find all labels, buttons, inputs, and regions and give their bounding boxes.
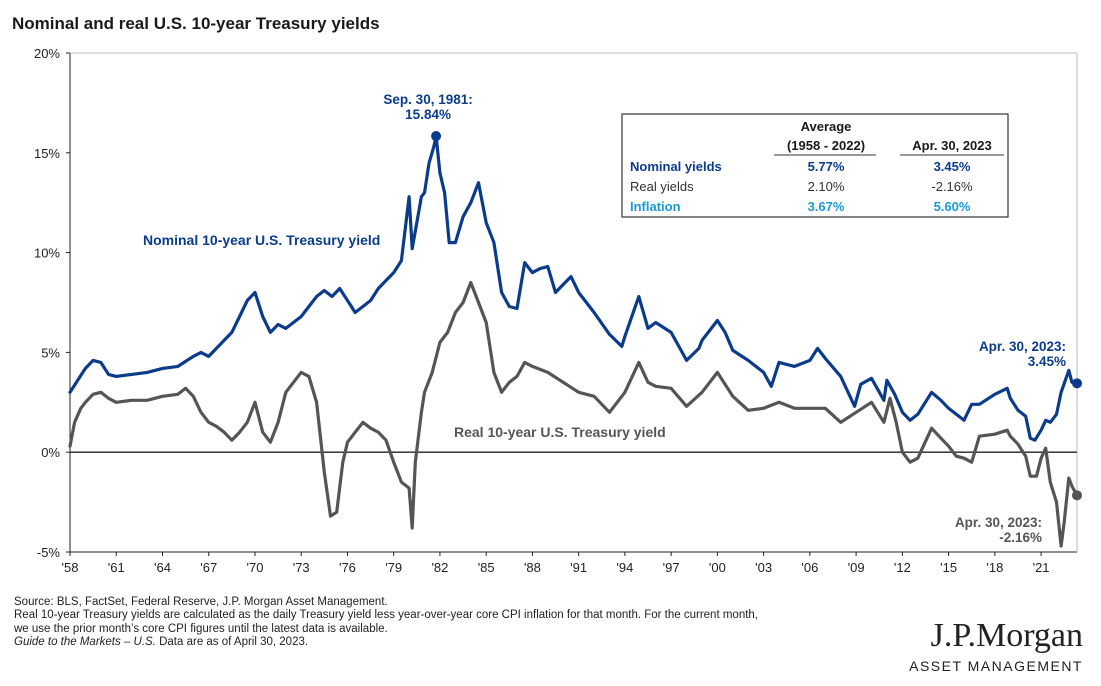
x-tick-label: '06: [801, 560, 818, 575]
x-tick-label: '21: [1033, 560, 1050, 575]
x-tick-label: '64: [154, 560, 171, 575]
guide-date: Data are as of April 30, 2023.: [155, 636, 309, 649]
table-row-real-current: -2.16%: [931, 179, 973, 194]
x-tick-label: '09: [848, 560, 865, 575]
table-header-current: Apr. 30, 2023: [912, 138, 992, 153]
jpmorgan-logo: J.P.Morgan ASSET MANAGEMENT: [909, 617, 1083, 675]
table-row-inflation-current: 5.60%: [934, 199, 971, 214]
chart-title: Nominal and real U.S. 10-year Treasury y…: [12, 14, 380, 33]
real-end-value-label: -2.16%: [999, 530, 1042, 545]
y-tick-label: 15%: [34, 146, 60, 161]
x-tick-label: '88: [524, 560, 541, 575]
y-tick-label: 20%: [34, 46, 60, 61]
x-tick-label: '15: [940, 560, 957, 575]
table-row-nominal-average: 5.77%: [808, 159, 845, 174]
series-layer: [68, 134, 1082, 548]
x-tick-label: '91: [570, 560, 587, 575]
footnotes: Source: BLS, FactSet, Federal Reserve, J…: [14, 596, 914, 650]
x-tick-label: '18: [986, 560, 1003, 575]
real-series-label: Real 10-year U.S. Treasury yield: [454, 424, 666, 440]
x-tick-label: '61: [108, 560, 125, 575]
x-tick-label: '79: [385, 560, 402, 575]
logo-wordmark: J.P.Morgan: [930, 617, 1083, 654]
real-yield-end-point: [1072, 490, 1082, 501]
logo-subtitle: ASSET MANAGEMENT: [909, 658, 1083, 674]
nominal-end-date-label: Apr. 30, 2023:: [979, 339, 1066, 354]
table-row-inflation-average: 3.67%: [808, 199, 845, 214]
peak-date-label: Sep. 30, 1981:: [383, 92, 472, 107]
y-tick-label: 5%: [41, 345, 60, 360]
table-row-nominal-label: Nominal yields: [630, 159, 722, 174]
annotations: Sep. 30, 1981:15.84% Nominal 10-year U.S.…: [143, 92, 1066, 545]
nominal-yield-line: [68, 134, 1079, 442]
nominal-series-label: Nominal 10-year U.S. Treasury yield: [143, 232, 380, 248]
footnote-source: Source: BLS, FactSet, Federal Reserve, J…: [14, 596, 388, 608]
x-tick-label: '73: [293, 560, 310, 575]
peak-value-label: 15.84%: [405, 107, 451, 122]
summary-table: Average (1958 - 2022) Apr. 30, 2023 Nominal…: [621, 113, 1009, 218]
peak-point: [431, 131, 442, 142]
summary-table-box: [621, 113, 1009, 218]
yield-chart: -5% 0% 5% 10% 15% 20% '58 '61 '64 '67 '70 '73 '76 '79…: [34, 46, 1082, 575]
nominal-end-value-label: 3.45%: [1028, 354, 1066, 369]
x-tick-label: '76: [339, 560, 356, 575]
real-yield-line: [68, 280, 1079, 548]
footnote-method-cont: we use the prior month’s core CPI figure…: [14, 622, 388, 635]
x-tick-label: '03: [755, 560, 772, 575]
table-row-nominal-current: 3.45%: [934, 159, 971, 174]
x-tick-label: '97: [663, 560, 680, 575]
table-row-real-average: 2.10%: [808, 179, 845, 194]
real-end-date-label: Apr. 30, 2023:: [955, 515, 1042, 530]
y-tick-label: 0%: [41, 445, 60, 460]
footnote-method: Real 10-year Treasury yields are calcula…: [14, 609, 758, 622]
x-tick-label: '00: [709, 560, 726, 575]
x-tick-label: '94: [616, 560, 633, 575]
x-tick-label: '85: [478, 560, 495, 575]
table-header-average: Average: [801, 119, 852, 134]
table-row-inflation-label: Inflation: [630, 199, 681, 214]
x-tick-label: '70: [246, 560, 263, 575]
axes: -5% 0% 5% 10% 15% 20% '58 '61 '64 '67 '70 '73 '76 '79…: [34, 46, 1078, 575]
x-tick-label: '82: [431, 560, 448, 575]
nominal-yield-end-point: [1072, 378, 1082, 389]
y-tick-label: -5%: [37, 545, 61, 560]
x-tick-label: '12: [894, 560, 911, 575]
footnote-guide: Guide to the Markets – U.S. Data are as …: [14, 636, 914, 649]
x-tick-label: '67: [200, 560, 217, 575]
table-row-real-label: Real yields: [630, 179, 694, 194]
y-tick-label: 10%: [34, 246, 60, 261]
guide-title: Guide to the Markets – U.S.: [14, 636, 156, 649]
x-tick-label: '58: [62, 560, 79, 575]
table-header-period: (1958 - 2022): [787, 138, 865, 153]
